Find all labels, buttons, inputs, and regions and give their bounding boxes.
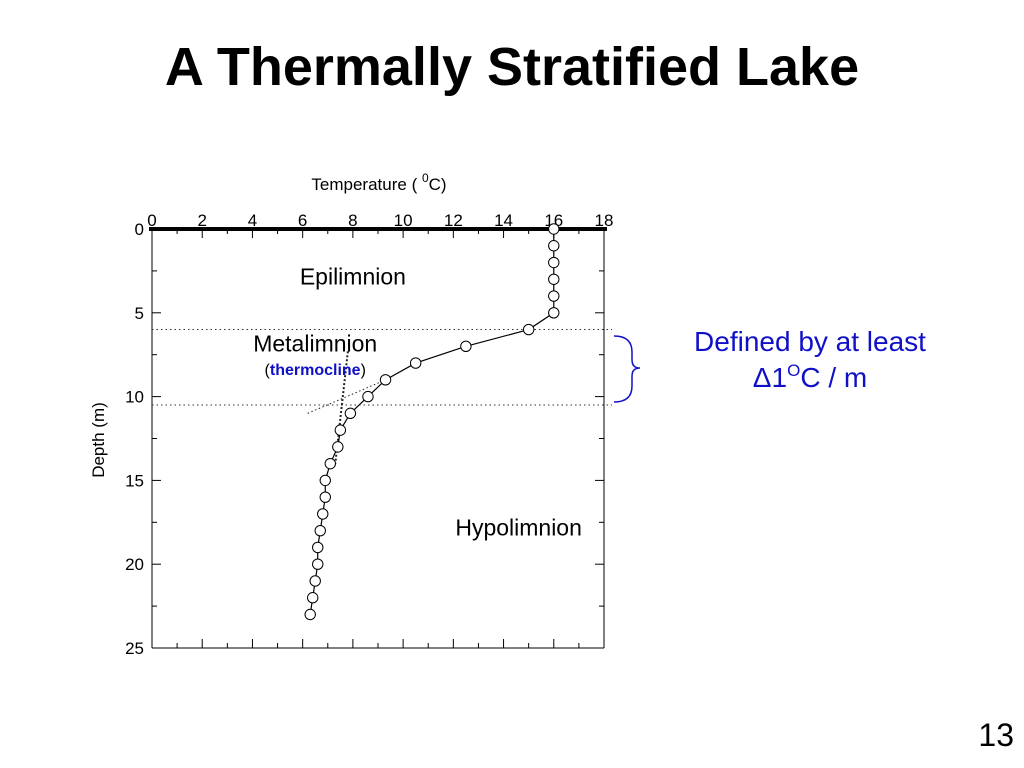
x-tick-label: 18 [595, 211, 614, 230]
thermocline-definition-callout: Defined by at least Δ1OC / m [650, 324, 970, 396]
data-point [409, 357, 422, 369]
x-tick-label: 14 [494, 211, 513, 230]
data-point [548, 256, 560, 269]
slide-number: 13 [978, 717, 1014, 753]
data-point [344, 407, 357, 420]
data-point [334, 424, 347, 436]
data-point [307, 592, 319, 604]
x-tick-label: 0 [147, 211, 156, 230]
data-point [362, 390, 374, 403]
x-tick-label: 12 [444, 211, 463, 230]
y-tick-label: 0 [135, 220, 144, 239]
data-point [379, 374, 392, 386]
data-point [319, 491, 331, 503]
x-axis-ticks [151, 229, 605, 648]
thermocline-label: (thermocline) [265, 362, 366, 379]
data-point [304, 608, 316, 621]
temperature-profile-markers [304, 223, 560, 621]
data-point [312, 541, 324, 554]
y-axis-label: Depth (m) [89, 402, 108, 478]
data-point [324, 457, 336, 470]
y-tick-label: 15 [125, 471, 144, 490]
brace-icon [613, 335, 641, 403]
y-tick-label: 5 [135, 304, 144, 323]
data-point [312, 558, 324, 570]
thermocline-boundaries [152, 329, 612, 406]
slide-title: A Thermally Stratified Lake [164, 37, 860, 97]
x-axis-label: Temperature ( 0C) [311, 171, 446, 194]
data-point [317, 508, 329, 520]
x-tick-label: 2 [197, 211, 206, 230]
data-point [548, 307, 560, 319]
epilimnion-label: Epilimnion [300, 263, 406, 289]
trend-line [334, 351, 349, 464]
hypolimnion-label: Hypolimnion [455, 515, 582, 541]
data-point [548, 223, 560, 235]
y-tick-label: 25 [125, 639, 144, 658]
data-point [548, 273, 560, 285]
data-point [309, 575, 321, 587]
data-point [548, 240, 560, 252]
x-tick-label: 16 [544, 211, 563, 230]
metalimnion-label: Metalimnion [253, 330, 377, 356]
x-tick-label: 10 [394, 211, 413, 230]
data-point [460, 340, 472, 353]
data-point [314, 524, 326, 537]
y-axis-tick-labels: 0 5 10 15 20 25 [125, 220, 144, 658]
callout-line-1: Defined by at least [694, 326, 926, 357]
trend-line [307, 379, 386, 414]
data-point [332, 441, 344, 453]
data-point [522, 323, 535, 336]
x-axis-tick-labels: 0 2 4 6 8 10 12 14 16 18 [147, 211, 613, 230]
layer-annotations: Epilimnion Metalimnion (thermocline) Hypoli… [253, 263, 582, 540]
x-tick-label: 6 [298, 211, 307, 230]
delta-symbol: Δ [752, 361, 772, 393]
callout-line-2: Δ1OC / m [752, 360, 868, 393]
y-tick-label: 20 [125, 555, 144, 574]
data-point [548, 290, 560, 302]
y-tick-label: 10 [125, 388, 144, 407]
y-axis-ticks [152, 228, 604, 649]
trend-lines [307, 351, 386, 464]
x-tick-label: 4 [248, 211, 257, 230]
data-point [319, 474, 331, 487]
x-tick-label: 8 [348, 211, 357, 230]
